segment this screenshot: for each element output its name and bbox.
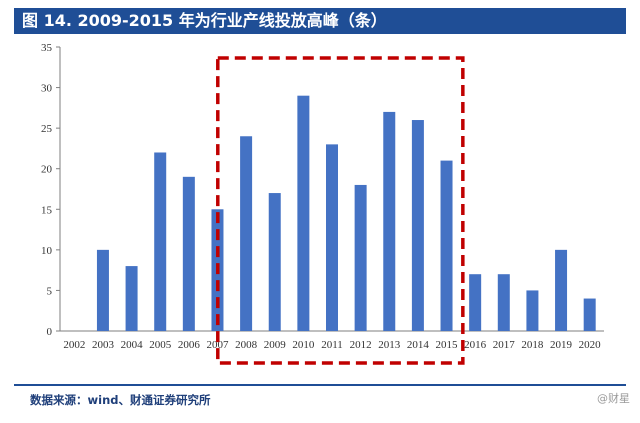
x-tick-label: 2004 [121,339,144,351]
x-tick-label: 2007 [206,339,229,351]
x-tick-label: 2015 [436,339,459,351]
bar-2009 [268,193,281,331]
x-tick-label: 2019 [550,339,573,351]
x-tick-label: 2016 [464,339,487,351]
watermark: @财星 [597,392,630,405]
bar-2020 [583,298,596,331]
chart-title: 图 14. 2009-2015 年为行业产线投放高峰（条） [14,8,626,34]
x-tick-label: 2005 [149,339,172,351]
x-tick-label: 2012 [350,339,372,351]
y-tick-label: 10 [41,245,53,257]
x-tick-label: 2006 [178,339,201,351]
bar-2016 [469,274,482,331]
x-tick-label: 2020 [579,339,602,351]
y-tick-label: 35 [41,42,53,54]
bar-2012 [354,184,367,331]
bar-2005 [154,152,167,331]
y-tick-label: 30 [41,83,53,95]
y-tick-label: 20 [41,164,53,176]
bar-2008 [240,136,253,331]
x-tick-label: 2018 [521,339,544,351]
x-tick-label: 2017 [493,339,516,351]
bar-2003 [96,249,109,331]
x-tick-label: 2011 [321,339,343,351]
bar-2010 [297,95,310,331]
x-tick-label: 2008 [235,339,258,351]
bar-2004 [125,266,138,331]
bar-2018 [526,290,539,331]
y-tick-label: 5 [47,285,53,297]
x-tick-label: 2014 [407,339,430,351]
bar-2013 [383,111,396,332]
bar-2019 [555,249,568,331]
y-tick-label: 0 [47,326,53,338]
x-tick-label: 2003 [92,339,115,351]
y-tick-label: 25 [41,123,53,135]
bar-2006 [182,176,195,331]
bar-2017 [497,274,510,331]
bar-2015 [440,160,453,331]
x-tick-label: 2010 [292,339,315,351]
x-tick-label: 2009 [264,339,287,351]
bar-2014 [411,120,424,332]
source-divider [14,384,626,386]
x-tick-label: 2013 [378,339,401,351]
x-tick-label: 2002 [63,339,85,351]
bar-2011 [326,144,338,331]
y-tick-label: 15 [41,204,53,216]
source-note: 数据来源：wind、财通证券研究所 [30,393,211,407]
highlight-box [216,56,465,365]
